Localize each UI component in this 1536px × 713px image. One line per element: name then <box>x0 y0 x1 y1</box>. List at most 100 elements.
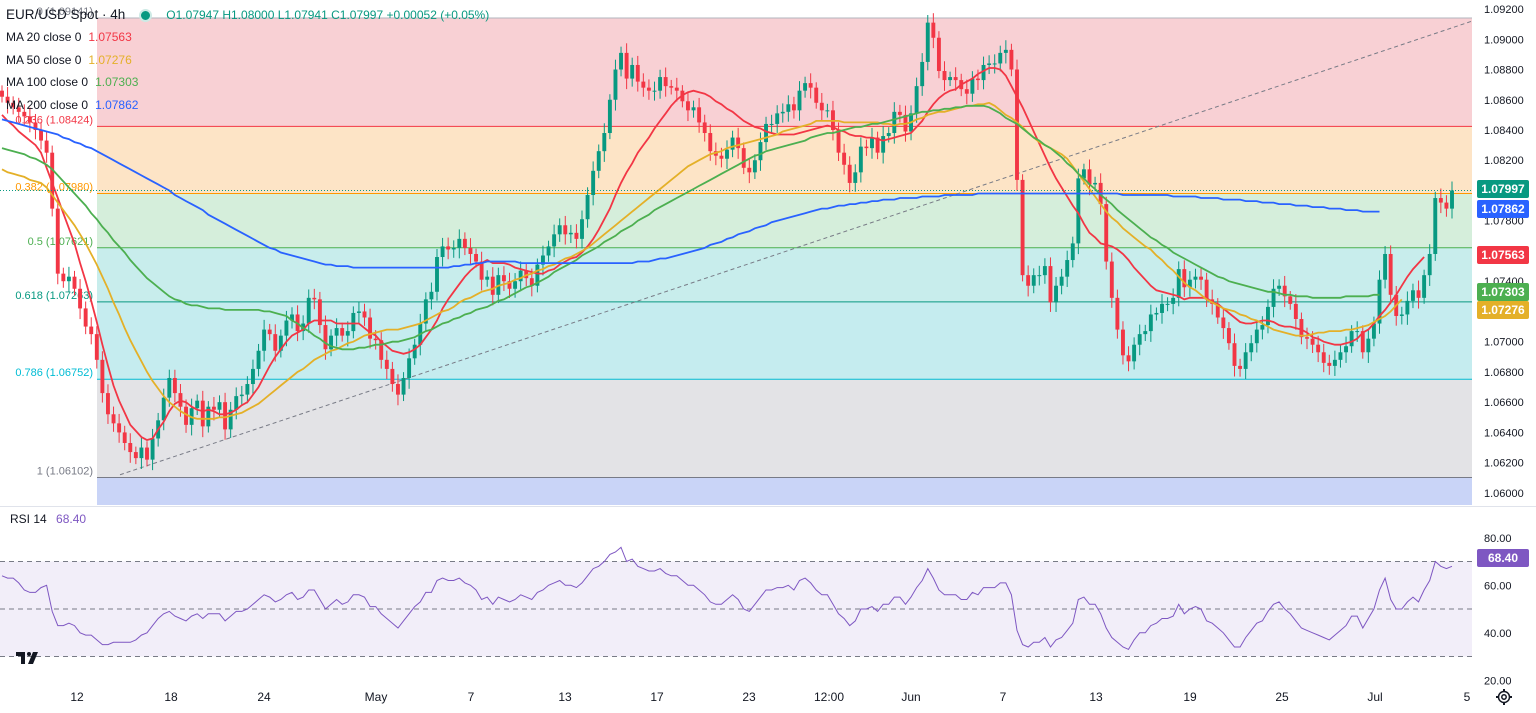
candle-body <box>457 238 462 248</box>
candle-body <box>1182 269 1187 288</box>
candle-body <box>128 443 133 453</box>
fib-label: 0.236 (1.08424) <box>15 114 93 126</box>
tradingview-logo-icon[interactable] <box>14 646 42 670</box>
rsi-legend[interactable]: RSI 14 68.40 <box>10 512 86 526</box>
candle-body <box>702 122 707 134</box>
candle-body <box>741 148 746 168</box>
indicator-value: 1.07276 <box>88 52 132 67</box>
candle-body <box>1009 49 1014 70</box>
candle-body <box>1199 276 1203 280</box>
candle-body <box>708 133 713 152</box>
candle-body <box>652 90 657 92</box>
candle-body <box>847 164 852 183</box>
indicator-value: 1.07563 <box>88 30 132 45</box>
rsi-axis[interactable]: 20.00 40.00 60.00 80.00 <box>1484 533 1512 688</box>
candle-body <box>0 90 4 97</box>
candle-body <box>953 77 958 81</box>
rsi-pane[interactable]: 20.00 40.00 60.00 80.00 12 18 24 May 7 13 17 23 12:… <box>0 506 1536 713</box>
indicator-ma200[interactable]: MA 200 close 0 1.07862 <box>6 94 489 116</box>
candle-body <box>211 406 216 410</box>
candle-body <box>1444 202 1449 209</box>
candle-body <box>1427 253 1432 276</box>
candle-body <box>1204 279 1209 300</box>
time-axis[interactable]: 12 18 24 May 7 13 17 23 12:00 Jun 7 13 19 25 Jul 5 <box>70 690 1470 704</box>
candle-body <box>541 255 545 265</box>
y-tick-label: 1.06600 <box>1484 397 1524 409</box>
candle-body <box>61 273 66 282</box>
price-tag-ma100: 1.07303 <box>1477 283 1529 301</box>
candle-body <box>987 63 992 65</box>
candle-body <box>836 129 841 153</box>
gear-icon[interactable] <box>1495 688 1513 706</box>
candle-body <box>936 37 941 72</box>
candle-body <box>1042 266 1047 276</box>
candle-body <box>267 329 272 335</box>
candle-body <box>66 276 71 282</box>
candle-body <box>379 340 384 360</box>
candle-body <box>22 111 27 117</box>
candle-body <box>161 397 166 421</box>
candle-body <box>948 77 953 81</box>
candle-body <box>1232 343 1237 366</box>
x-tick-label: May <box>365 690 388 704</box>
candle-body <box>931 22 936 38</box>
price-chart[interactable]: 0 (1.09141)0.236 (1.08424)0.382 (1.07980… <box>0 0 1536 506</box>
candle-body <box>797 90 802 111</box>
indicator-ma20[interactable]: MA 20 close 0 1.07563 <box>6 26 489 48</box>
candle-body <box>1059 276 1064 286</box>
candle-body <box>1399 314 1404 316</box>
candle-body <box>407 358 412 378</box>
candle-body <box>200 400 205 427</box>
indicator-ma50[interactable]: MA 50 close 0 1.07276 <box>6 49 489 71</box>
candle-body <box>786 104 791 112</box>
indicator-ma100[interactable]: MA 100 close 0 1.07303 <box>6 71 489 93</box>
symbol-title[interactable]: EUR/USD Spot · 4h <box>6 7 126 22</box>
candle-body <box>145 447 149 460</box>
candle-body <box>825 110 830 112</box>
candle-body <box>1422 275 1427 298</box>
candle-body <box>278 335 283 351</box>
candle-body <box>663 77 668 87</box>
fib-zone <box>97 379 1472 478</box>
candle-body <box>362 311 367 318</box>
candle-body <box>897 111 902 115</box>
rsi-tick-label: 60.00 <box>1484 580 1512 592</box>
candle-body <box>719 155 724 159</box>
ma-line-ma50 <box>1 101 1403 420</box>
candle-body <box>1271 288 1276 307</box>
candle-body <box>33 122 38 130</box>
candle-body <box>396 384 400 395</box>
candle-body <box>16 107 21 112</box>
price-tag-ma20: 1.07563 <box>1477 246 1529 264</box>
candle-body <box>1450 190 1454 209</box>
candle-body <box>490 276 495 295</box>
candle-body <box>228 409 233 430</box>
candle-body <box>970 78 975 94</box>
indicator-label: MA 100 close 0 <box>6 75 89 90</box>
candle-body <box>1243 352 1248 369</box>
x-tick-label: 25 <box>1275 690 1289 704</box>
candle-body <box>329 335 333 350</box>
fib-label: 0.5 (1.07621) <box>28 236 93 248</box>
candle-body <box>758 142 763 161</box>
fib-label: 1 (1.06102) <box>37 465 93 477</box>
candle-body <box>942 71 947 81</box>
candle-body <box>1221 317 1226 329</box>
candle-body <box>853 172 858 183</box>
candle-body <box>122 432 127 444</box>
candle-body <box>27 116 32 123</box>
indicator-label: MA 50 close 0 <box>6 52 82 67</box>
candle-body <box>1226 328 1231 344</box>
candle-body <box>485 276 490 280</box>
price-tag-ma200: 1.07862 <box>1477 200 1529 218</box>
candle-body <box>217 402 222 410</box>
candle-body <box>1360 331 1365 353</box>
candle-body <box>635 64 640 82</box>
candle-body <box>568 232 573 235</box>
candle-body <box>195 400 200 409</box>
candle-body <box>1316 344 1321 353</box>
fibonacci-labels: 0 (1.09141)0.236 (1.08424)0.382 (1.07980… <box>15 6 93 478</box>
candle-body <box>1137 334 1142 345</box>
candle-body <box>345 331 350 336</box>
candle-body <box>775 113 780 124</box>
